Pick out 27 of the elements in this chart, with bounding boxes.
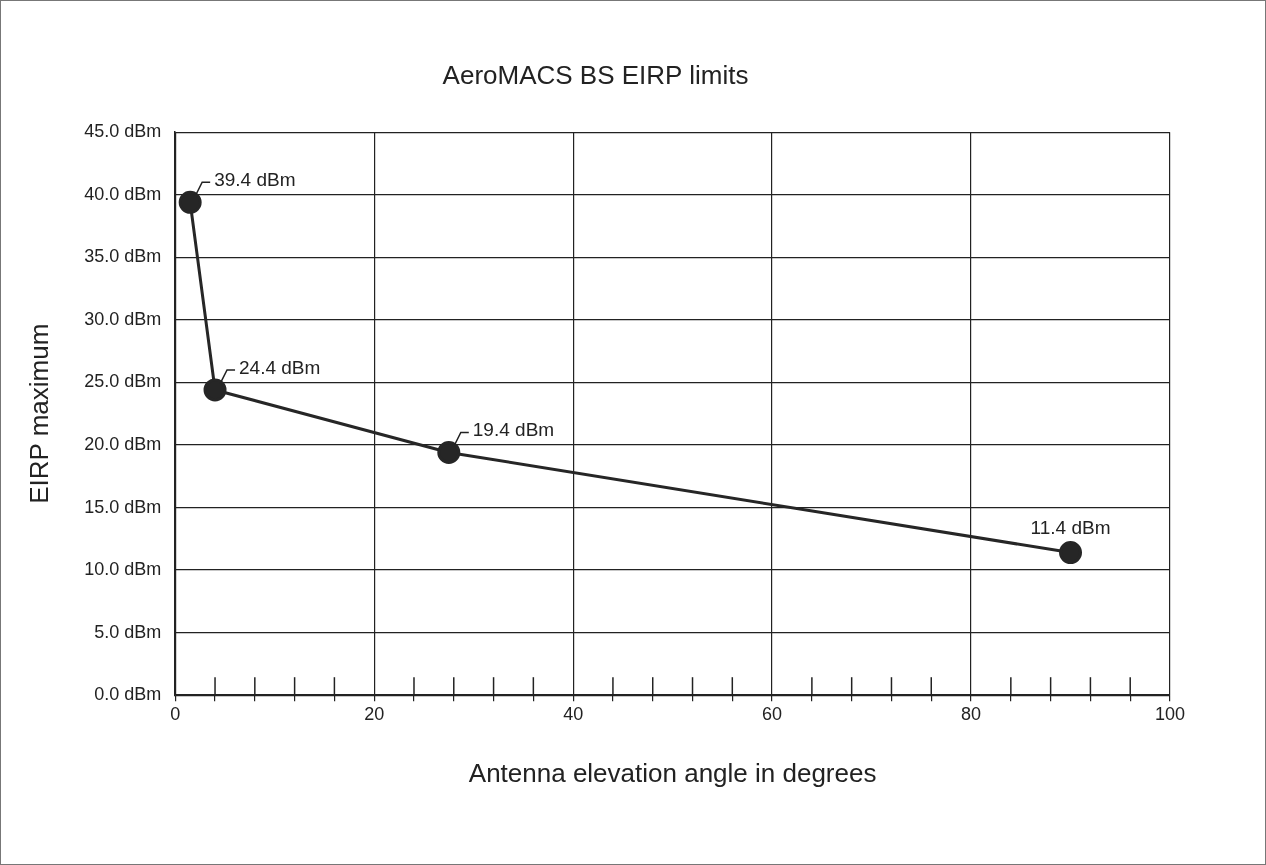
chart-title: AeroMACS BS EIRP limits — [442, 59, 749, 90]
x-axis-title: Antenna elevation angle in degrees — [468, 757, 877, 788]
x-tick-label: 80 — [961, 703, 982, 724]
y-tick-label: 40.0 dBm — [84, 183, 162, 204]
y-tick-label: 0.0 dBm — [94, 684, 162, 705]
y-tick-label: 5.0 dBm — [94, 621, 162, 642]
y-tick-label: 35.0 dBm — [84, 246, 162, 267]
x-tick-label: 40 — [563, 703, 584, 724]
x-tick-label: 20 — [364, 703, 385, 724]
point — [203, 378, 227, 402]
y-tick-label: 30.0 dBm — [84, 308, 162, 329]
x-tick-label: 100 — [1154, 703, 1186, 724]
annotation: 11.4 dBm — [1030, 517, 1111, 539]
annotation: 24.4 dBm — [239, 356, 321, 378]
y-axis-title: EIRP maximum — [23, 323, 54, 504]
annotation: 39.4 dBm — [214, 169, 296, 190]
x-tick-label: 0 — [170, 703, 181, 724]
y-tick-label: 45.0 dBm — [84, 121, 162, 142]
y-tick-label: 15.0 dBm — [84, 496, 162, 517]
point — [1059, 541, 1083, 565]
y-tick-label: 25.0 dBm — [84, 371, 162, 392]
y-tick-label: 10.0 dBm — [84, 559, 162, 580]
x-tick-label: 60 — [762, 703, 783, 724]
annotation: 19.4 dBm — [472, 419, 555, 441]
point — [178, 190, 202, 214]
y-tick-label: 20.0 dBm — [84, 433, 162, 454]
point — [437, 440, 461, 464]
